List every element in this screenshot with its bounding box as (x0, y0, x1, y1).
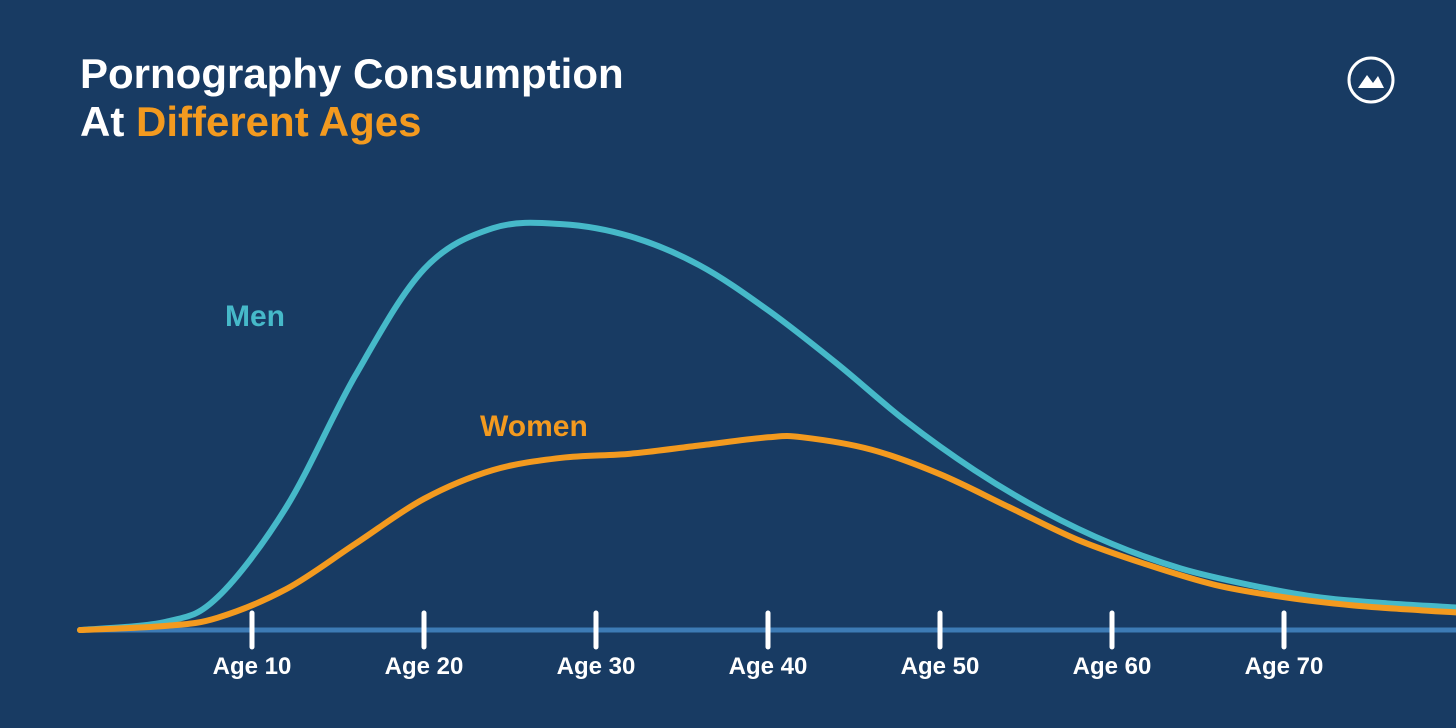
brand-logo-icon (1346, 55, 1396, 105)
x-axis-labels: Age 10 Age 20 Age 30 Age 40 Age 50 Age 60 Age … (0, 653, 1456, 683)
series-label-women: Women (480, 410, 588, 444)
title-line-1: Pornography Consumption (80, 50, 624, 98)
x-axis-label: Age 30 (557, 653, 636, 681)
chart-stage: Pornography Consumption At Different Age… (0, 0, 1456, 728)
title-line-2-prefix: At (80, 98, 136, 145)
x-axis-label: Age 40 (729, 653, 808, 681)
x-axis-label: Age 70 (1245, 653, 1324, 681)
x-axis-label: Age 10 (213, 653, 292, 681)
series-label-men: Men (225, 300, 285, 334)
x-axis-label: Age 50 (901, 653, 980, 681)
title-line-2-highlight: Different Ages (136, 98, 422, 145)
chart-title: Pornography Consumption At Different Age… (80, 50, 624, 147)
x-axis-label: Age 60 (1073, 653, 1152, 681)
x-axis-label: Age 20 (385, 653, 464, 681)
title-line-2: At Different Ages (80, 98, 624, 146)
